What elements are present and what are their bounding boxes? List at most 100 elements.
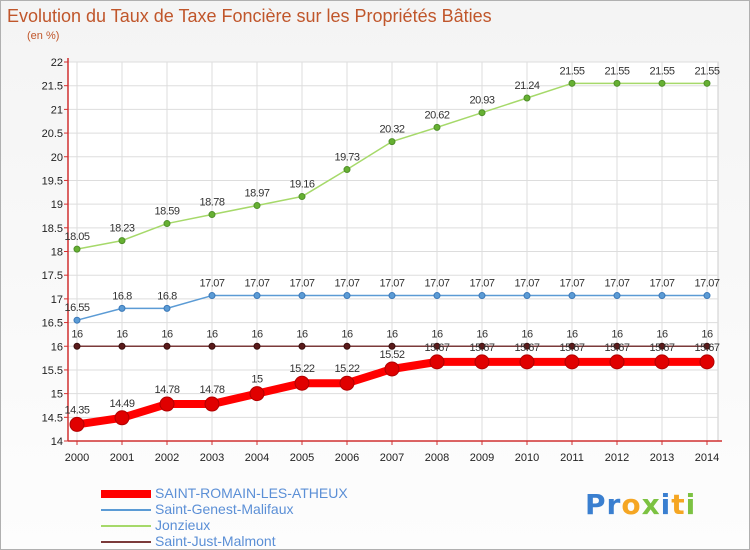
- data-point-saint-romain: [564, 354, 580, 370]
- data-label-saint-just: 16: [611, 328, 623, 340]
- data-point-saint-genest: [523, 292, 531, 300]
- data-point-jonzieux: [73, 245, 81, 253]
- data-label-saint-just: 16: [566, 328, 578, 340]
- data-label-saint-romain: 15: [251, 374, 263, 386]
- data-label-saint-just: 16: [656, 328, 668, 340]
- y-tick-label: 21.5: [42, 81, 63, 93]
- data-point-jonzieux: [703, 79, 711, 87]
- x-tick-label: 2010: [515, 452, 539, 464]
- data-point-saint-just: [73, 342, 81, 350]
- data-point-saint-just: [523, 342, 531, 350]
- data-label-jonzieux: 19.73: [334, 152, 359, 164]
- data-point-saint-genest: [208, 292, 216, 300]
- data-point-saint-romain: [69, 416, 85, 432]
- data-label-saint-genest: 17.07: [559, 278, 584, 290]
- data-point-jonzieux: [163, 220, 171, 228]
- data-point-saint-just: [253, 342, 261, 350]
- data-label-saint-romain: 15.67: [424, 342, 449, 354]
- x-tick-label: 2011: [560, 452, 584, 464]
- data-point-jonzieux: [433, 123, 441, 131]
- data-label-saint-genest: 17.07: [289, 278, 314, 290]
- data-point-saint-just: [163, 342, 171, 350]
- data-label-saint-genest: 17.07: [334, 278, 359, 290]
- data-point-saint-romain: [159, 396, 175, 412]
- data-label-saint-just: 16: [206, 328, 218, 340]
- data-point-saint-genest: [388, 292, 396, 300]
- data-point-jonzieux: [208, 211, 216, 219]
- data-point-saint-genest: [253, 292, 261, 300]
- data-point-saint-genest: [658, 292, 666, 300]
- data-label-jonzieux: 18.05: [64, 231, 89, 243]
- data-label-saint-just: 16: [251, 328, 263, 340]
- data-label-saint-just: 16: [116, 328, 128, 340]
- data-label-saint-genest: 17.07: [604, 278, 629, 290]
- data-label-jonzieux: 19.16: [289, 179, 314, 191]
- data-point-jonzieux: [118, 237, 126, 245]
- data-label-saint-romain: 15.67: [649, 342, 674, 354]
- legend-label-jonzieux: Jonzieux: [155, 517, 211, 533]
- data-label-saint-romain: 14.78: [199, 384, 224, 396]
- data-label-saint-genest: 17.07: [649, 278, 674, 290]
- legend-swatch-saint-romain: [101, 490, 151, 498]
- x-tick-label: 2009: [470, 452, 494, 464]
- data-point-saint-romain: [654, 354, 670, 370]
- data-label-jonzieux: 21.24: [514, 80, 539, 92]
- data-label-saint-romain: 15.67: [514, 342, 539, 354]
- x-tick-label: 2002: [155, 452, 179, 464]
- y-tick-label: 16: [51, 341, 63, 353]
- data-point-saint-genest: [613, 292, 621, 300]
- data-point-saint-romain: [474, 354, 490, 370]
- data-label-saint-just: 16: [161, 328, 173, 340]
- data-label-saint-romain: 15.67: [694, 342, 719, 354]
- data-label-saint-romain: 15.52: [379, 349, 404, 361]
- data-label-saint-genest: 17.07: [424, 278, 449, 290]
- data-label-saint-genest: 17.07: [379, 278, 404, 290]
- data-label-jonzieux: 21.55: [559, 65, 584, 77]
- data-point-saint-romain: [519, 354, 535, 370]
- data-point-jonzieux: [523, 94, 531, 102]
- data-point-jonzieux: [343, 166, 351, 174]
- data-label-jonzieux: 18.23: [109, 223, 134, 235]
- x-tick-label: 2007: [380, 452, 404, 464]
- data-label-saint-romain: 15.22: [334, 363, 359, 375]
- y-tick-label: 14.5: [42, 412, 63, 424]
- data-point-saint-just: [568, 342, 576, 350]
- y-tick-label: 20.5: [42, 128, 63, 140]
- x-tick-label: 2014: [695, 452, 719, 464]
- y-tick-label: 18.5: [42, 223, 63, 235]
- legend-swatch-jonzieux: [101, 525, 151, 527]
- legend-label-saint-just: Saint-Just-Malmont: [155, 533, 276, 549]
- data-point-jonzieux: [253, 202, 261, 210]
- data-label-jonzieux: 20.93: [469, 95, 494, 107]
- x-tick-label: 2013: [650, 452, 674, 464]
- data-point-saint-romain: [384, 361, 400, 377]
- data-point-saint-just: [118, 342, 126, 350]
- data-point-saint-just: [433, 342, 441, 350]
- y-tick-label: 14: [51, 436, 63, 448]
- data-point-saint-romain: [114, 410, 130, 426]
- data-point-saint-just: [298, 342, 306, 350]
- data-label-saint-romain: 15.67: [559, 342, 584, 354]
- x-tick-label: 2000: [65, 452, 89, 464]
- data-label-saint-genest: 17.07: [514, 278, 539, 290]
- data-label-saint-genest: 16.8: [157, 290, 177, 302]
- y-tick-label: 17.5: [42, 270, 63, 282]
- data-label-jonzieux: 18.59: [154, 206, 179, 218]
- legend-label-saint-romain: SAINT-ROMAIN-LES-ATHEUX: [155, 485, 348, 501]
- data-point-jonzieux: [478, 109, 486, 117]
- x-tick-label: 2004: [245, 452, 269, 464]
- data-label-jonzieux: 20.62: [424, 109, 449, 121]
- data-label-jonzieux: 21.55: [694, 65, 719, 77]
- data-point-jonzieux: [388, 138, 396, 146]
- legend-swatch-saint-just: [101, 541, 151, 543]
- data-point-jonzieux: [613, 79, 621, 87]
- y-tick-label: 16.5: [42, 318, 63, 330]
- data-point-saint-genest: [703, 292, 711, 300]
- data-label-jonzieux: 20.32: [379, 124, 404, 136]
- data-point-saint-genest: [568, 292, 576, 300]
- data-point-saint-romain: [699, 354, 715, 370]
- y-tick-label: 22: [51, 57, 63, 69]
- data-label-jonzieux: 21.55: [649, 65, 674, 77]
- data-point-saint-just: [703, 342, 711, 350]
